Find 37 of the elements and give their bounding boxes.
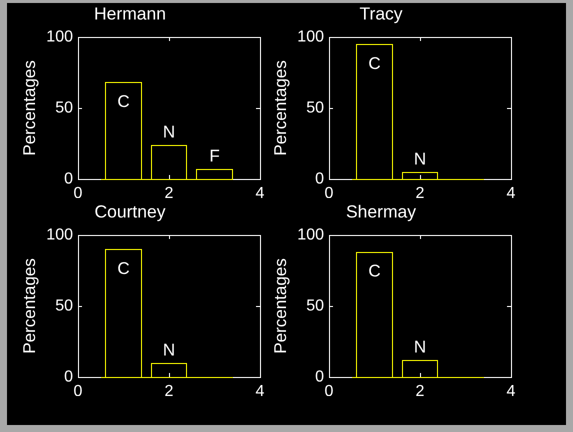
y-axis-title: Percentages <box>20 258 39 354</box>
x-tick-label: 2 <box>164 383 174 400</box>
chart-title: Shermay <box>346 201 416 222</box>
annotation: C <box>117 258 130 278</box>
chart-title: Courtney <box>94 201 166 222</box>
y-axis-title: Percentages <box>270 60 290 156</box>
x-tick-label: 2 <box>164 185 174 202</box>
annotation: N <box>414 338 426 357</box>
x-tick-label: 4 <box>256 185 265 202</box>
y-tick-label: 50 <box>306 297 324 314</box>
x-tick-label: 2 <box>416 383 425 400</box>
y-tick-label: 50 <box>306 99 324 116</box>
x-tick-label: 4 <box>506 383 516 400</box>
annotation: N <box>162 122 176 142</box>
y-axis-title: Percentages <box>270 258 290 354</box>
y-axis-title: Percentages <box>20 60 39 156</box>
chart-title: Tracy <box>359 3 403 24</box>
annotation: C <box>117 92 130 112</box>
annotation: C <box>368 262 381 281</box>
y-tick-label: 100 <box>297 28 324 46</box>
x-tick-label: 4 <box>256 383 265 400</box>
y-tick-label: 100 <box>297 226 324 244</box>
y-tick-label: 0 <box>315 368 324 386</box>
y-tick-label: 100 <box>46 28 74 46</box>
annotation: F <box>209 146 220 166</box>
y-tick-label: 50 <box>55 99 74 116</box>
annotation: N <box>162 340 176 360</box>
x-tick-label: 2 <box>416 185 425 202</box>
y-tick-label: 0 <box>64 170 74 188</box>
chart-title: Hermann <box>94 3 166 24</box>
annotation: C <box>368 54 381 73</box>
y-tick-label: 50 <box>55 297 74 314</box>
y-tick-label: 100 <box>46 226 74 244</box>
y-tick-label: 0 <box>64 368 74 386</box>
annotation: N <box>414 150 426 169</box>
x-tick-label: 4 <box>506 185 516 202</box>
y-tick-label: 0 <box>315 170 324 188</box>
